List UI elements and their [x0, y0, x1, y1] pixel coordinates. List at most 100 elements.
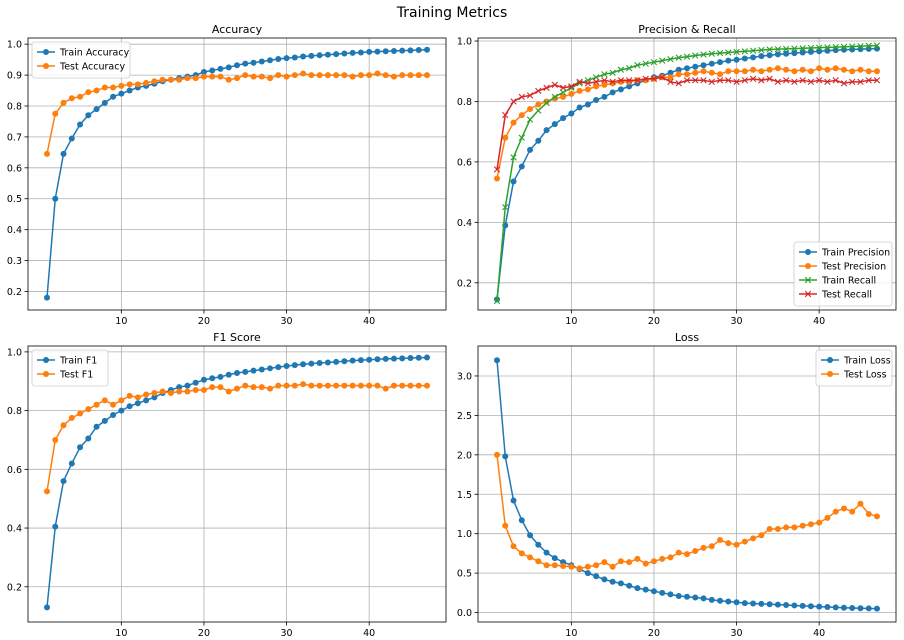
data-point: [700, 51, 707, 58]
legend-label: Train F1: [59, 356, 97, 367]
data-point: [390, 73, 397, 80]
data-point: [60, 99, 67, 106]
data-point: [308, 52, 315, 59]
data-point: [816, 519, 823, 526]
data-point: [399, 355, 406, 362]
legend-label: Train Loss: [843, 356, 891, 367]
legend-entry-test-recall: Test Recall: [799, 290, 872, 301]
data-point: [758, 46, 765, 54]
data-point: [333, 51, 340, 58]
data-point: [209, 73, 216, 80]
data-point: [143, 391, 150, 398]
data-point: [733, 599, 740, 606]
data-point: [291, 382, 298, 389]
legend-marker: [805, 249, 811, 255]
data-point: [708, 543, 715, 550]
y-tick-label: 1.5: [457, 490, 472, 501]
chart-title: Precision & Recall: [638, 23, 735, 36]
data-point: [576, 104, 583, 111]
data-point: [493, 297, 501, 305]
data-point: [535, 137, 542, 144]
legend-marker: [827, 371, 833, 377]
data-point: [700, 595, 707, 602]
data-point: [559, 84, 567, 92]
data-point: [192, 75, 199, 82]
data-point: [267, 365, 274, 372]
data-point: [374, 382, 381, 389]
data-point: [415, 72, 422, 79]
data-point: [68, 460, 75, 467]
data-point: [60, 150, 67, 157]
data-point: [659, 57, 666, 64]
legend-box: [793, 241, 893, 307]
data-point: [576, 78, 583, 86]
data-point: [258, 366, 265, 373]
data-point: [424, 46, 430, 53]
data-point: [267, 75, 274, 82]
data-point: [774, 601, 781, 608]
data-point: [774, 51, 781, 58]
data-point: [308, 382, 315, 389]
data-point: [68, 414, 75, 421]
data-point: [717, 597, 724, 604]
legend-entry-test-precision: Test Precision: [799, 262, 886, 273]
data-point: [874, 45, 880, 52]
data-point: [700, 77, 707, 84]
data-point: [543, 99, 550, 107]
data-point: [407, 382, 414, 389]
data-point: [250, 367, 257, 374]
data-point: [242, 72, 249, 79]
data-point: [667, 591, 674, 598]
data-point: [399, 72, 406, 79]
legend-entry-train-loss: Train Loss: [821, 356, 891, 367]
data-point: [510, 98, 517, 105]
data-point: [717, 71, 724, 78]
data-point: [799, 66, 806, 73]
data-point: [617, 77, 625, 84]
data-point: [118, 397, 125, 404]
x-tick-label: 10: [115, 628, 127, 639]
data-point: [324, 51, 331, 58]
data-point: [725, 540, 732, 547]
data-point: [93, 106, 100, 113]
data-point: [617, 66, 625, 73]
data-point: [502, 453, 509, 460]
plot-frame: [477, 37, 897, 311]
data-point: [551, 121, 558, 128]
data-point: [366, 72, 373, 79]
data-point: [349, 382, 356, 389]
data-point: [341, 72, 348, 79]
data-point: [642, 560, 649, 567]
data-point: [667, 554, 674, 561]
data-point: [494, 175, 500, 182]
data-point: [126, 392, 133, 399]
x-tick-label: 30: [281, 316, 293, 327]
data-point: [502, 204, 509, 211]
data-point: [200, 73, 207, 80]
data-point: [617, 580, 624, 587]
y-tick-label: 0.8: [7, 102, 22, 113]
y-tick-label: 1.0: [7, 347, 22, 358]
data-point: [85, 435, 92, 442]
data-point: [626, 559, 633, 566]
data-point: [560, 563, 567, 570]
data-point: [44, 150, 50, 157]
data-point: [366, 356, 373, 363]
data-point: [626, 83, 633, 90]
gridlines: [28, 346, 446, 622]
data-point: [584, 570, 591, 577]
data-point: [592, 74, 600, 81]
data-point: [510, 119, 517, 126]
data-point: [275, 72, 282, 79]
data-point: [592, 78, 600, 86]
data-point: [568, 110, 575, 117]
x-tick-label: 40: [813, 628, 825, 639]
data-point: [815, 44, 823, 51]
data-point: [382, 355, 389, 362]
data-point: [667, 69, 674, 76]
data-point: [840, 43, 848, 50]
figure-title: Training Metrics: [396, 5, 508, 21]
data-point: [700, 544, 707, 551]
data-point: [593, 562, 600, 569]
data-point: [300, 70, 307, 77]
